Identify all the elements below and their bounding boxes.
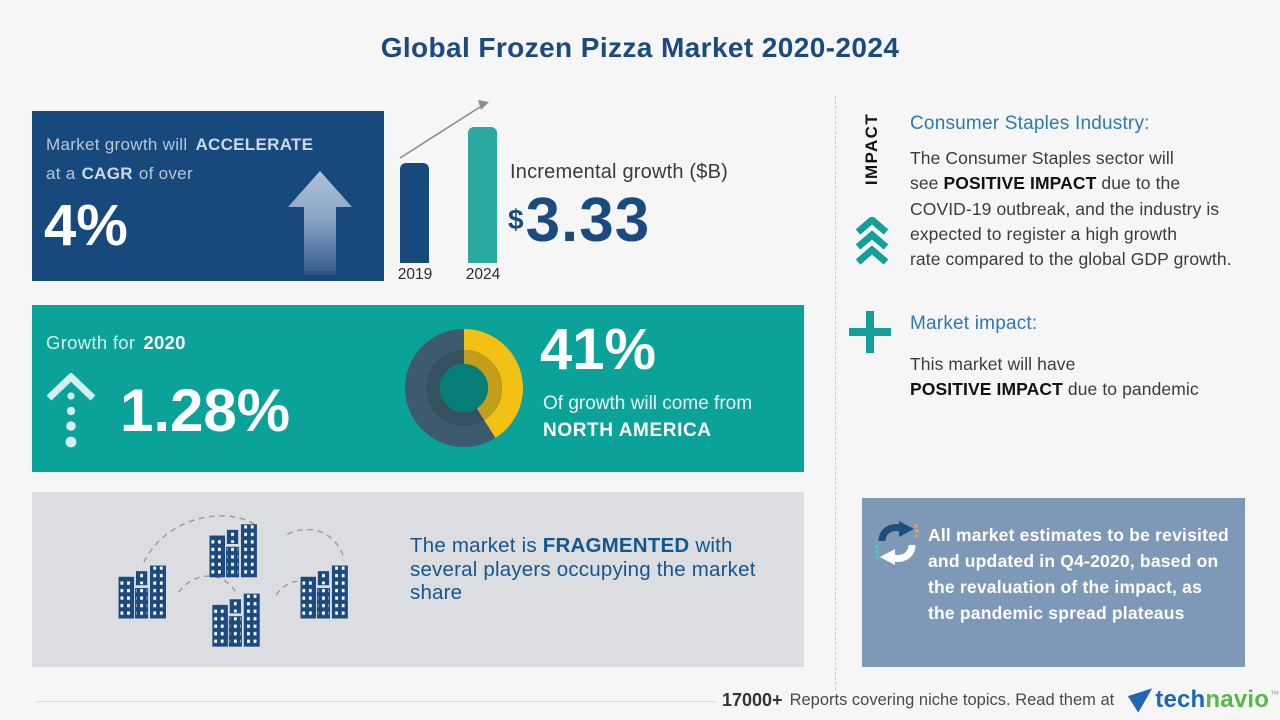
page-title: Global Frozen Pizza Market 2020-2024	[380, 32, 900, 63]
growth-year: 2020	[143, 332, 186, 353]
cagr-line2-b: of over	[138, 164, 193, 183]
technavio-arrow-icon	[1128, 687, 1153, 713]
trend-arrow-icon	[399, 100, 489, 159]
cagr-card: Market growth will ACCELERATE at a CAGR of …	[32, 111, 384, 281]
cagr-line-2: at a CAGR of over	[46, 164, 193, 184]
consumer-line-1: The Consumer Staples sector will	[910, 146, 1232, 171]
fragmented-rest: with several players occupying the marke…	[410, 534, 756, 604]
cagr-accelerate-label: ACCELERATE	[195, 135, 314, 154]
footer: 17000+ Reports covering niche topics. Re…	[722, 684, 1279, 716]
technavio-logo: tech navio ™	[1127, 687, 1279, 714]
consumer-staples-body: The Consumer Staples sector will see POSI…	[910, 146, 1232, 272]
consumer-l2b: POSITIVE IMPACT	[943, 173, 1097, 194]
share-region: NORTH AMERICA	[543, 420, 712, 441]
growth-label-text: Growth for	[46, 332, 136, 353]
impact-vertical-label: IMPACT	[862, 112, 881, 186]
incremental-growth-label: Incremental growth ($B)	[510, 161, 729, 183]
bar-2024	[468, 127, 497, 263]
logo-trademark: ™	[1270, 689, 1280, 699]
fragmented-card: The market is FRAGMENTED with several pla…	[32, 492, 804, 667]
market-impact-heading: Market impact:	[910, 313, 1038, 334]
cagr-line1-text: Market growth will	[46, 135, 188, 154]
chevron-up-dots-icon	[46, 373, 96, 448]
fragmented-pre: The market is	[410, 534, 537, 557]
market-impact-body: This market will have POSITIVE IMPACT due…	[910, 352, 1199, 403]
estimates-note-text: All market estimates to be revisited and…	[928, 525, 1229, 623]
consumer-l5: rate compared to the global GDP growth.	[910, 249, 1232, 270]
growth-card: Growth for 2020 1.28% 41% Of growth will …	[32, 305, 804, 472]
incremental-growth-value: $ 3.33	[508, 190, 650, 252]
estimates-note-card: All market estimates to be revisited and…	[862, 498, 1245, 667]
cagr-line-1: Market growth will ACCELERATE	[46, 135, 313, 155]
report-count: 17000+	[722, 689, 783, 710]
market-line-1: This market will have	[910, 352, 1199, 377]
incremental-bar-chart	[400, 127, 500, 263]
cagr-value: 4%	[44, 193, 128, 258]
north-america-share-value: 41%	[540, 317, 657, 382]
market-line-2: POSITIVE IMPACT due to pandemic	[910, 377, 1199, 402]
consumer-l4: expected to register a high growth	[910, 223, 1178, 244]
consumer-line-3: COVID-19 outbreak, and the industry is	[910, 197, 1232, 222]
vertical-dashed-divider	[835, 96, 836, 690]
cagr-label: CAGR	[81, 164, 133, 183]
consumer-l2a: see	[910, 173, 939, 194]
footer-divider-line	[36, 701, 716, 702]
growth-for-label: Growth for 2020	[46, 332, 186, 354]
bar-2019	[400, 163, 429, 263]
plus-icon	[849, 311, 891, 353]
consumer-line-4: expected to register a high growth	[910, 222, 1232, 247]
up-arrow-icon	[288, 171, 352, 275]
incremental-number: 3.33	[525, 186, 651, 255]
triple-chevron-up-icon	[855, 217, 889, 265]
consumer-staples-heading: Consumer Staples Industry:	[910, 113, 1150, 134]
currency-symbol: $	[508, 204, 524, 235]
consumer-l2c: due to the	[1101, 173, 1181, 194]
refresh-arrows-icon	[874, 521, 919, 565]
logo-text-tech: tech	[1155, 686, 1206, 713]
consumer-l3: COVID-19 outbreak, and the industry is	[910, 198, 1220, 219]
footer-text: Reports covering niche topics. Read them…	[789, 690, 1115, 709]
growth-value: 1.28%	[120, 377, 291, 444]
fragmented-bold: FRAGMENTED	[542, 534, 690, 557]
market-l2b: POSITIVE IMPACT	[910, 379, 1063, 400]
bar-label-2019: 2019	[397, 266, 433, 283]
bar-label-2024: 2024	[465, 266, 501, 283]
market-l1: This market will have	[910, 354, 1076, 374]
consumer-l1: The Consumer Staples sector will	[910, 148, 1174, 168]
cagr-line2-a: at a	[46, 164, 76, 183]
market-l2c: due to pandemic	[1067, 379, 1199, 400]
share-line-text: Of growth will come from	[543, 393, 753, 414]
consumer-line-2: see POSITIVE IMPACT due to the	[910, 171, 1232, 196]
donut-chart	[405, 329, 523, 447]
consumer-line-5: rate compared to the global GDP growth.	[910, 247, 1232, 272]
logo-text-navio: navio	[1205, 686, 1270, 713]
fragmented-text: The market is FRAGMENTED with several pla…	[410, 534, 782, 605]
buildings-illustration	[87, 515, 379, 656]
